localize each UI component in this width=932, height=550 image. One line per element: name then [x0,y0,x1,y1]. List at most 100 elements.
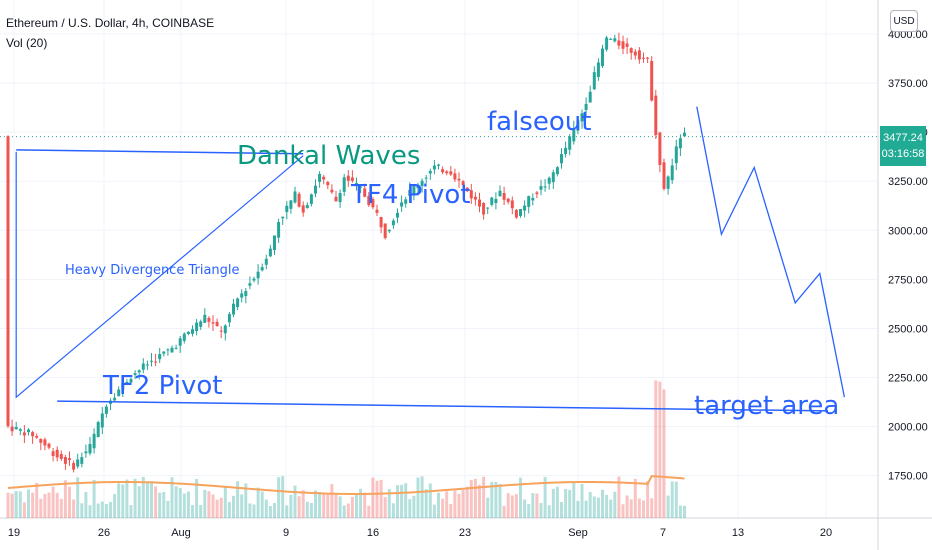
volume-bar [96,503,100,518]
volume-bar [531,493,535,518]
volume-bar [506,493,510,518]
volume-bar [55,492,59,518]
volume-bar [576,500,580,518]
candle-body [27,429,30,433]
volume-bar [469,479,473,518]
volume-bar [416,477,420,518]
volume-bar [207,491,211,518]
volume-bar [555,486,559,518]
volume-bar [654,380,658,518]
candle-body [400,202,404,207]
candle-body [416,185,420,189]
candle-body [236,298,240,308]
candle-body [248,283,252,286]
candle-body [342,177,346,192]
candle-body [404,199,408,204]
candle-body [637,50,641,60]
volume-bar [490,482,494,518]
candle-body [301,205,305,213]
candle-body [662,162,666,189]
volume-bar [301,490,305,518]
volume-bar [449,503,453,518]
volume-bar [264,499,268,518]
volume-bar [478,484,481,518]
candle-body [166,349,170,351]
volume-bar [76,477,80,518]
candle-body [145,364,149,366]
volume-bar [596,497,600,518]
volume-bar [215,499,219,518]
candle-body [314,185,317,194]
candle-body [100,413,104,428]
candle-body [678,138,682,149]
candle-body [490,197,494,205]
x-tick-label: 20 [820,527,832,539]
volume-bar [662,389,666,518]
volume-bar [564,489,568,518]
volume-bar [39,498,43,518]
candle-body [240,293,244,298]
bar-countdown: 03:16:58 [881,148,925,160]
candle-body [76,459,80,467]
volume-bar [113,493,117,518]
support-line [57,400,829,412]
volume-bar [658,381,662,518]
candle-body [203,314,207,323]
volume-bar [125,479,129,518]
volume-bar [371,477,375,518]
candle-body [330,189,334,193]
volume-bar [441,498,445,518]
volume-bar [252,504,256,518]
candle-body [232,303,235,315]
volume-bar [666,495,670,518]
candle-body [256,271,260,279]
volume-bar [609,499,613,518]
volume-bar [63,480,67,518]
volume-bar [35,482,39,518]
annotation-tf2-pivot: TF2 Pivot [102,371,222,401]
candle-body [170,347,174,353]
volume-bar [154,486,158,518]
volume-bar [170,477,174,518]
candle-body [432,165,436,170]
candle-body [129,378,133,383]
candle-body [207,317,211,322]
volume-bar [318,492,322,518]
candle-body [88,443,92,454]
candle-body [367,196,371,206]
candle-body [576,120,580,131]
candle-body [297,193,301,207]
candle-body [609,38,613,40]
volume-bar [457,493,461,518]
symbol-title: Ethereum / U.S. Dollar, 4h, COINBASE [6,16,215,30]
volume-bar [330,484,334,518]
candle-body [355,182,358,184]
volume-bar [158,492,162,518]
candle-body [408,189,412,196]
volume-bar [642,500,645,518]
candle-body [125,381,129,384]
volume-bar [191,505,194,518]
candle-body [592,72,596,90]
candle-body [605,37,609,50]
volume-bar [367,505,371,518]
volume-bar [437,492,440,518]
candle-body [293,191,297,203]
candle-body [383,223,387,239]
currency-button[interactable]: USD [890,10,918,32]
volume-bar [182,493,186,518]
x-tick-label: 13 [732,527,744,539]
volume-bar [121,484,125,518]
volume-bar [646,481,650,518]
candle-body [31,432,35,437]
candle-body [674,146,678,164]
volume-bar [80,503,84,518]
candle-body [305,205,309,209]
volume-bar [219,497,223,518]
volume-bar [375,480,379,518]
candle-body [523,205,527,211]
candle-body [191,329,194,334]
candle-body [478,199,481,207]
volume-bar [289,494,293,518]
